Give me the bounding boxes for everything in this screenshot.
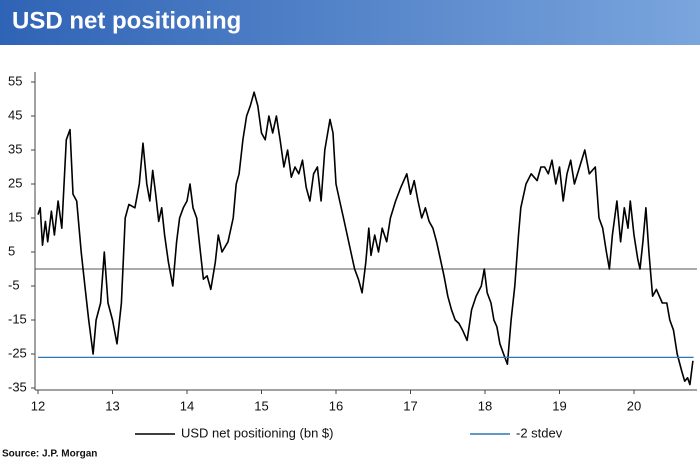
x-tick-label: 17: [403, 398, 417, 413]
x-tick-label: 12: [31, 398, 45, 413]
x-tick-label: 16: [329, 398, 343, 413]
y-tick-label: 55: [8, 73, 22, 88]
chart-title: USD net positioning: [12, 7, 241, 34]
y-tick-label: -25: [8, 345, 27, 360]
x-tick-label: 19: [552, 398, 566, 413]
series-line: [37, 91, 694, 386]
x-tick-label: 13: [105, 398, 119, 413]
y-tick-label: -35: [8, 379, 27, 394]
legend-label: USD net positioning (bn $): [181, 425, 333, 440]
x-tick-label: 20: [627, 398, 641, 413]
y-tick-label: -5: [8, 277, 20, 292]
y-tick-label: 25: [8, 175, 22, 190]
y-tick-label: 5: [8, 243, 15, 258]
y-tick-label: 35: [8, 141, 22, 156]
y-tick-label: 15: [8, 209, 22, 224]
y-tick-label: 45: [8, 107, 22, 122]
source: Source: J.P. Morgan: [2, 449, 97, 460]
legend-label: -2 stdev: [516, 425, 563, 440]
x-tick-label: 18: [478, 398, 492, 413]
x-tick-label: 15: [254, 398, 268, 413]
y-tick-label: -15: [8, 311, 27, 326]
x-tick-label: 14: [180, 398, 194, 413]
title-bar: [0, 0, 700, 45]
